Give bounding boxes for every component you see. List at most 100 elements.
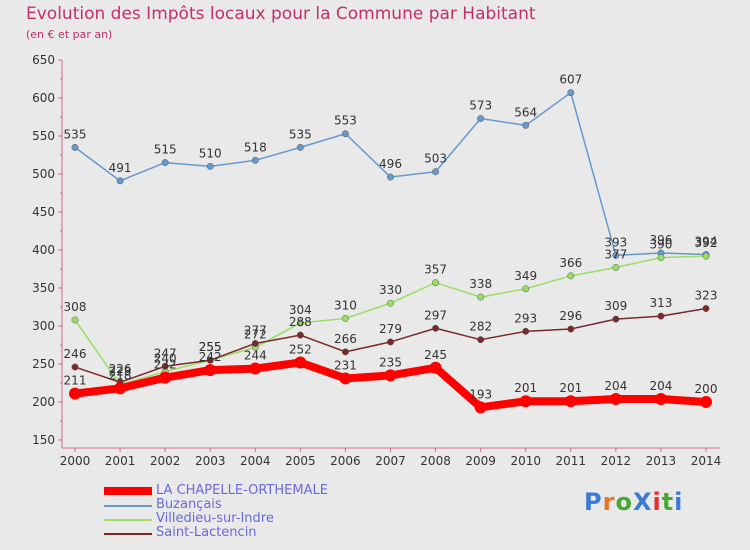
x-tick-label: 2006 (330, 454, 361, 468)
chart-subtitle: (en € et par an) (26, 28, 113, 41)
logo-letter: o (615, 488, 633, 516)
x-tick-label: 2005 (285, 454, 316, 468)
data-label: 240 (154, 352, 177, 366)
data-label: 573 (469, 99, 492, 113)
data-label: 518 (244, 140, 267, 154)
data-label: 349 (514, 269, 537, 283)
data-point (159, 371, 172, 384)
data-label: 255 (199, 340, 222, 354)
data-point (387, 338, 394, 346)
legend-swatch (104, 505, 152, 507)
data-point (612, 251, 620, 259)
data-point (522, 327, 530, 335)
data-label: 255 (199, 340, 222, 354)
data-point (612, 264, 620, 271)
data-point (71, 363, 79, 371)
data-label: 308 (64, 300, 87, 314)
x-tick-label: 2009 (465, 454, 496, 468)
data-point (69, 387, 81, 400)
data-label: 297 (424, 308, 447, 322)
data-label: 288 (289, 315, 312, 329)
data-label: 310 (334, 298, 357, 312)
data-point (564, 395, 577, 408)
data-point (294, 356, 307, 369)
x-tick-label: 2007 (375, 454, 406, 468)
data-point (567, 89, 575, 97)
data-point (204, 364, 217, 377)
data-point (429, 361, 442, 374)
data-point (432, 324, 440, 332)
data-label: 231 (334, 358, 357, 372)
data-label: 211 (64, 374, 87, 388)
y-tick-label: 200 (32, 395, 55, 409)
data-point (609, 392, 622, 405)
data-point (477, 336, 485, 344)
data-point (341, 130, 349, 138)
x-tick-label: 2010 (510, 454, 541, 468)
data-point (702, 305, 710, 312)
data-label: 244 (244, 349, 267, 363)
x-tick-label: 2008 (420, 454, 451, 468)
data-label: 277 (244, 323, 267, 337)
y-tick-label: 300 (32, 319, 55, 333)
y-tick-label: 400 (32, 243, 55, 257)
legend-swatch (104, 487, 152, 495)
data-label: 200 (695, 382, 718, 396)
data-point (114, 382, 127, 395)
data-label: 232 (154, 358, 177, 372)
data-point (477, 293, 485, 301)
data-point (522, 285, 530, 293)
data-label: 272 (244, 327, 267, 341)
data-label: 296 (559, 309, 582, 323)
logo-letter: r (602, 488, 616, 516)
data-point (474, 401, 487, 414)
data-label: 246 (64, 347, 87, 361)
data-label: 515 (154, 143, 177, 157)
data-label: 366 (559, 256, 582, 270)
data-label: 235 (379, 355, 402, 369)
data-point (251, 340, 259, 347)
x-tick-label: 2003 (195, 454, 226, 468)
data-label: 201 (559, 381, 582, 395)
logo-letter: X (632, 488, 653, 516)
legend-label: Buzançais (156, 497, 222, 512)
data-point (657, 254, 665, 262)
data-label: 193 (469, 387, 492, 401)
logo-letter: P (584, 488, 603, 516)
data-point (296, 143, 304, 151)
x-tick-label: 2004 (240, 454, 271, 468)
x-tick-label: 2012 (601, 454, 632, 468)
data-label: 553 (334, 114, 357, 128)
data-label: 491 (109, 161, 132, 175)
data-label: 510 (199, 146, 222, 160)
data-point (251, 156, 259, 164)
data-point (339, 372, 352, 385)
x-tick-label: 2014 (691, 454, 722, 468)
x-tick-label: 2001 (105, 454, 136, 468)
data-point (477, 115, 485, 122)
data-label: 245 (424, 348, 447, 362)
data-label: 313 (649, 296, 672, 310)
data-label: 392 (695, 236, 718, 250)
y-tick-label: 450 (32, 205, 55, 219)
data-point (296, 331, 304, 339)
data-label: 226 (109, 362, 132, 376)
data-label: 357 (424, 263, 447, 277)
data-label: 293 (514, 311, 537, 325)
data-label: 323 (695, 289, 718, 303)
data-point (249, 362, 262, 375)
y-tick-label: 500 (32, 167, 55, 181)
data-label: 390 (649, 238, 672, 252)
data-label: 279 (379, 322, 402, 336)
data-point (657, 312, 665, 320)
data-label: 204 (604, 379, 627, 393)
data-label: 338 (469, 277, 492, 291)
data-point (384, 369, 397, 382)
data-label: 393 (604, 235, 627, 249)
x-tick-label: 2013 (646, 454, 677, 468)
data-point (296, 319, 304, 327)
y-tick-label: 150 (32, 433, 55, 447)
x-tick-label: 2002 (150, 454, 181, 468)
data-label: 564 (514, 105, 537, 119)
chart-title: Evolution des Impôts locaux pour la Comm… (26, 4, 536, 24)
